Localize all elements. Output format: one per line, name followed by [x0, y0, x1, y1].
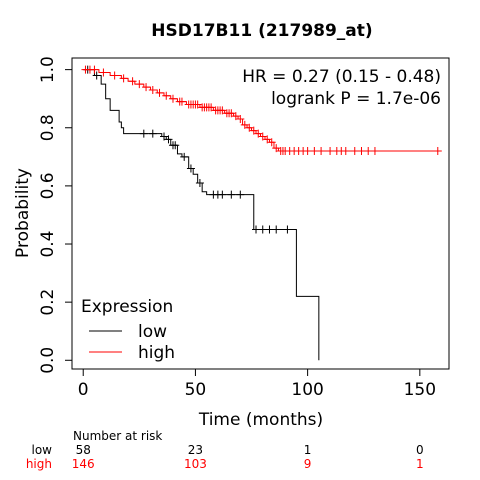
x-axis-label: Time (months) — [198, 410, 323, 430]
censor-mark-high — [218, 106, 227, 115]
censor-mark-high — [162, 91, 171, 100]
x-axis: 0 50 100 150 — [78, 369, 436, 400]
plot-frame — [71, 57, 450, 370]
censor-mark-high — [364, 147, 373, 156]
y-tick-label: 0.2 — [38, 289, 58, 316]
censor-mark-high — [148, 85, 157, 94]
x-tick-label: 0 — [78, 380, 89, 400]
risk-row-label-high: high — [26, 457, 52, 471]
censor-mark-high — [350, 147, 359, 156]
censor-mark-low — [171, 141, 180, 150]
risk-value: 1 — [416, 457, 424, 471]
series-layer — [81, 65, 442, 361]
logrank-annotation: logrank P = 1.7e-06 — [271, 89, 441, 109]
censor-mark-high — [240, 120, 249, 129]
y-tick-label: 0.0 — [38, 347, 58, 374]
risk-value: 23 — [188, 443, 203, 457]
censor-mark-high — [245, 123, 254, 132]
censor-mark-high — [370, 147, 379, 156]
risk-value: 9 — [304, 457, 312, 471]
censor-mark-low — [195, 178, 204, 187]
censor-mark-low — [265, 225, 274, 234]
legend-label-low: low — [138, 322, 167, 342]
censor-mark-low — [160, 132, 169, 141]
censor-mark-high — [99, 68, 108, 77]
y-tick-label: 0.6 — [38, 172, 58, 199]
risk-row-label-low: low — [32, 443, 53, 457]
y-axis-label: Probability — [13, 168, 33, 258]
risk-table-title: Number at risk — [73, 429, 162, 443]
chart-title: HSD17B11 (217989_at) — [151, 21, 372, 41]
censor-mark-high — [433, 147, 442, 156]
censor-mark-low — [218, 190, 227, 199]
censor-mark-high — [326, 147, 335, 156]
y-tick-label: 0.8 — [38, 114, 58, 141]
censor-mark-low — [139, 129, 148, 138]
hr-annotation: HR = 0.27 (0.15 - 0.48) — [242, 67, 441, 87]
x-tick-label: 150 — [404, 380, 436, 400]
censor-mark-low — [92, 71, 101, 80]
censor-mark-high — [263, 135, 272, 144]
censor-mark-high — [267, 138, 276, 147]
legend: Expression low high — [81, 297, 175, 363]
censor-mark-high — [193, 100, 202, 109]
censor-mark-high — [155, 88, 164, 97]
risk-value: 0 — [416, 443, 424, 457]
censor-mark-high — [310, 147, 319, 156]
censor-mark-high — [254, 129, 263, 138]
legend-title: Expression — [81, 297, 173, 317]
censor-mark-high — [272, 144, 281, 153]
x-tick-label: 100 — [291, 380, 323, 400]
censor-mark-high — [177, 97, 186, 106]
censor-mark-low — [252, 225, 261, 234]
censor-mark-low — [283, 225, 292, 234]
censor-mark-high — [303, 147, 312, 156]
censor-mark-high — [236, 115, 245, 124]
risk-value: 103 — [184, 457, 207, 471]
risk-value: 146 — [72, 457, 95, 471]
censor-mark-high — [341, 147, 350, 156]
plot-area: 0 50 100 150 0.0 0.2 0.4 0.6 0.8 1.0 HR = 0.27 (… — [38, 56, 450, 400]
censor-mark-high — [317, 147, 326, 156]
censor-mark-low — [272, 225, 281, 234]
censor-mark-high — [258, 132, 267, 141]
censor-mark-low — [186, 164, 195, 173]
censor-mark-low — [148, 129, 157, 138]
x-tick-label: 50 — [185, 380, 207, 400]
censor-mark-high — [249, 126, 258, 135]
y-axis: 0.0 0.2 0.4 0.6 0.8 1.0 — [38, 56, 72, 374]
censor-mark-high — [142, 83, 151, 92]
risk-value: 1 — [304, 443, 312, 457]
censor-mark-high — [168, 94, 177, 103]
censor-mark-high — [119, 74, 128, 83]
censor-mark-low — [258, 225, 267, 234]
censor-mark-low — [236, 190, 245, 199]
censor-mark-low — [180, 152, 189, 161]
censor-mark-high — [357, 147, 366, 156]
y-tick-label: 1.0 — [38, 56, 58, 83]
risk-value: 58 — [76, 443, 91, 457]
legend-label-high: high — [138, 343, 175, 363]
censor-mark-high — [207, 103, 216, 112]
censor-mark-low — [164, 135, 173, 144]
censor-mark-high — [90, 65, 99, 74]
censor-mark-high — [110, 71, 119, 80]
censor-mark-high — [227, 109, 236, 118]
censor-mark-high — [135, 80, 144, 89]
censor-mark-high — [231, 112, 240, 121]
censor-mark-low — [227, 190, 236, 199]
y-tick-label: 0.4 — [38, 230, 58, 257]
censor-mark-high — [128, 77, 137, 86]
